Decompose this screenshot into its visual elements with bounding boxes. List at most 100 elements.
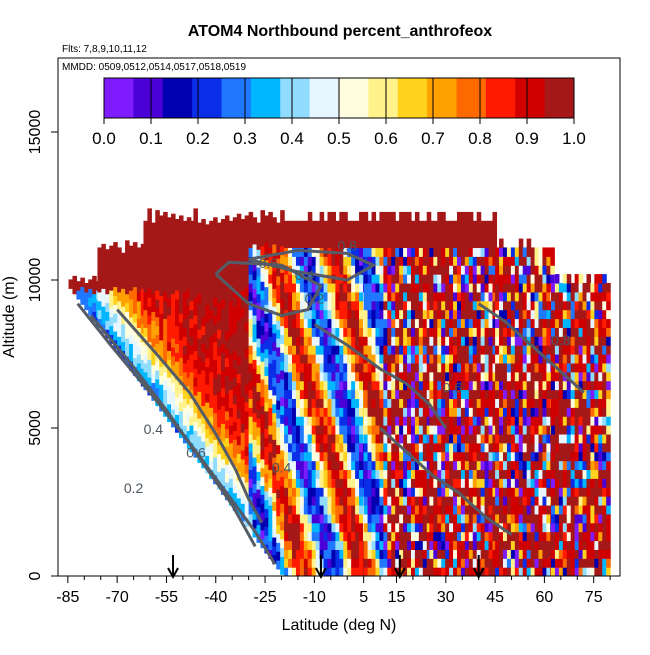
heatmap-cell bbox=[437, 362, 442, 373]
heatmap-cell bbox=[236, 453, 242, 463]
heatmap-cell bbox=[590, 398, 595, 408]
heatmap-cell bbox=[476, 274, 482, 284]
heatmap-cell bbox=[399, 354, 404, 364]
heatmap-cell bbox=[414, 380, 420, 391]
heatmap-cell bbox=[117, 327, 122, 337]
heatmap-cell bbox=[248, 265, 254, 275]
heatmap-cell bbox=[538, 362, 544, 373]
heatmap-cell bbox=[295, 567, 301, 576]
heatmap-cell bbox=[578, 318, 584, 328]
colorbar-tick-label: 0.9 bbox=[515, 129, 539, 148]
heatmap-cell bbox=[488, 425, 494, 435]
heatmap-cell bbox=[347, 282, 352, 293]
heatmap-cell bbox=[464, 522, 470, 533]
heatmap-cell bbox=[453, 291, 458, 302]
heatmap-cell bbox=[303, 220, 309, 231]
heatmap-cell bbox=[566, 354, 572, 364]
heatmap-cell bbox=[395, 540, 400, 550]
heatmap-cell bbox=[468, 220, 474, 231]
heatmap-cell bbox=[594, 416, 599, 426]
heatmap-cell bbox=[268, 433, 273, 444]
heatmap-cell bbox=[418, 229, 424, 240]
heatmap-cell bbox=[492, 540, 498, 550]
heatmap-cell bbox=[510, 336, 516, 346]
heatmap-cell bbox=[327, 433, 333, 444]
heatmap-cell bbox=[456, 478, 462, 488]
heatmap-cell bbox=[437, 309, 442, 320]
heatmap-cell bbox=[586, 496, 592, 506]
heatmap-cell bbox=[205, 393, 210, 403]
heatmap-cell bbox=[335, 442, 340, 453]
heatmap-cell bbox=[437, 398, 442, 408]
heatmap-cell bbox=[311, 522, 317, 533]
heatmap-cell bbox=[395, 256, 400, 266]
heatmap-cell bbox=[570, 513, 576, 524]
heatmap-cell bbox=[343, 504, 348, 515]
heatmap-cell bbox=[426, 291, 432, 302]
heatmap-cell bbox=[456, 407, 462, 417]
heatmap-cell bbox=[433, 496, 438, 506]
heatmap-cell bbox=[213, 314, 218, 325]
heatmap-cell bbox=[315, 336, 321, 346]
heatmap-cell bbox=[387, 513, 392, 524]
heatmap-cell bbox=[236, 417, 242, 428]
heatmap-cell bbox=[410, 371, 416, 382]
heatmap-cell bbox=[499, 300, 504, 311]
heatmap-cell bbox=[379, 318, 384, 328]
heatmap-cell bbox=[387, 211, 392, 222]
heatmap-cell bbox=[280, 458, 285, 469]
heatmap-cell bbox=[375, 380, 381, 391]
heatmap-cell bbox=[186, 341, 192, 352]
heatmap-cell bbox=[339, 540, 344, 550]
heatmap-cell bbox=[371, 522, 377, 533]
heatmap-cell bbox=[260, 334, 265, 344]
heatmap-cell bbox=[383, 442, 388, 453]
heatmap-cell bbox=[280, 254, 285, 265]
heatmap-cell bbox=[171, 302, 176, 312]
heatmap-cell bbox=[379, 504, 384, 515]
heatmap-cell bbox=[476, 416, 482, 426]
heatmap-cell bbox=[276, 417, 281, 428]
heatmap-cell bbox=[468, 433, 474, 444]
heatmap-cell bbox=[383, 211, 388, 222]
heatmap-cell bbox=[288, 229, 293, 240]
heatmap-cell bbox=[205, 339, 210, 350]
heatmap-cell bbox=[399, 265, 404, 275]
heatmap-cell bbox=[476, 291, 482, 302]
heatmap-cell bbox=[484, 504, 490, 515]
heatmap-cell bbox=[359, 567, 364, 576]
heatmap-cell bbox=[284, 220, 289, 231]
heatmap-cell bbox=[109, 272, 114, 282]
heatmap-cell bbox=[578, 380, 584, 391]
heatmap-cell bbox=[578, 345, 584, 355]
heatmap-cell bbox=[518, 309, 524, 320]
heatmap-cell bbox=[268, 362, 273, 373]
heatmap-cell bbox=[562, 433, 568, 444]
heatmap-cell bbox=[391, 274, 396, 284]
heatmap-cell bbox=[288, 540, 293, 550]
heatmap-cell bbox=[178, 419, 184, 430]
heatmap-cell bbox=[495, 354, 500, 364]
heatmap-cell bbox=[441, 345, 446, 355]
heatmap-cell bbox=[193, 412, 198, 423]
heatmap-cell bbox=[460, 389, 466, 399]
heatmap-cell bbox=[244, 472, 250, 483]
heatmap-cell bbox=[224, 419, 230, 430]
heatmap-cell bbox=[510, 327, 516, 337]
heatmap-cell bbox=[252, 465, 258, 476]
heatmap-cell bbox=[422, 327, 428, 337]
heatmap-cell bbox=[339, 362, 344, 373]
heatmap-cell bbox=[155, 290, 160, 300]
heatmap-cell bbox=[503, 247, 508, 257]
heatmap-cell bbox=[554, 318, 560, 328]
heatmap-cell bbox=[189, 309, 194, 320]
heatmap-cell bbox=[429, 513, 434, 524]
heatmap-cell bbox=[363, 522, 369, 533]
heatmap-cell bbox=[499, 496, 504, 506]
contour-line bbox=[89, 314, 257, 548]
heatmap-cell bbox=[391, 487, 396, 497]
heatmap-cell bbox=[399, 460, 404, 471]
heatmap-cell bbox=[252, 448, 258, 458]
heatmap-cell bbox=[151, 320, 156, 330]
heatmap-cell bbox=[175, 263, 180, 273]
